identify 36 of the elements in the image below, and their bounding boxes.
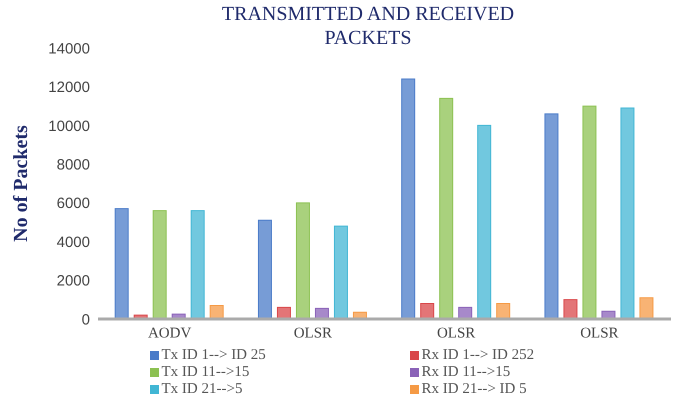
bar <box>439 98 454 319</box>
bar <box>544 113 558 319</box>
x-tick-label: OLSR <box>294 326 332 342</box>
bar <box>620 108 634 319</box>
y-tick-label: 2000 <box>56 272 90 290</box>
legend-label: Rx ID 1--> ID 252 <box>420 347 536 364</box>
bar <box>334 226 348 319</box>
y-tick-label: 6000 <box>56 195 90 212</box>
x-tick-label: OLSR <box>580 326 619 342</box>
bar <box>401 78 416 319</box>
bar <box>152 210 167 319</box>
bar <box>114 208 129 319</box>
y-tick-label: 0 <box>82 311 90 328</box>
x-tick-label: AODV <box>148 326 192 342</box>
bar <box>258 220 272 319</box>
bar <box>563 299 578 319</box>
bar <box>420 303 434 319</box>
y-axis-title: No of Packets <box>10 124 32 242</box>
y-tick-label: 4000 <box>56 234 90 251</box>
chart-title: TRANSMITTED AND RECEIVED PACKETS <box>220 2 516 50</box>
bar <box>190 210 205 319</box>
legend-label: Rx ID 21--> ID 5 <box>420 381 528 398</box>
y-tick-label: 10000 <box>48 118 90 135</box>
bar <box>582 106 596 319</box>
legend-label: Tx ID 1--> ID 25 <box>160 347 267 364</box>
y-tick-label: 8000 <box>56 156 90 174</box>
legend-label: Rx ID 11-->15 <box>420 364 512 381</box>
bar <box>496 303 510 319</box>
bar <box>639 297 654 319</box>
bar <box>296 202 310 319</box>
x-tick-label: OLSR <box>436 326 476 342</box>
legend-label: Tx ID 11-->15 <box>160 364 250 381</box>
legend-label: Tx ID 21-->5 <box>160 381 244 398</box>
y-tick-label: 14000 <box>48 40 90 58</box>
y-tick-label: 12000 <box>48 79 90 96</box>
bar <box>477 124 492 319</box>
